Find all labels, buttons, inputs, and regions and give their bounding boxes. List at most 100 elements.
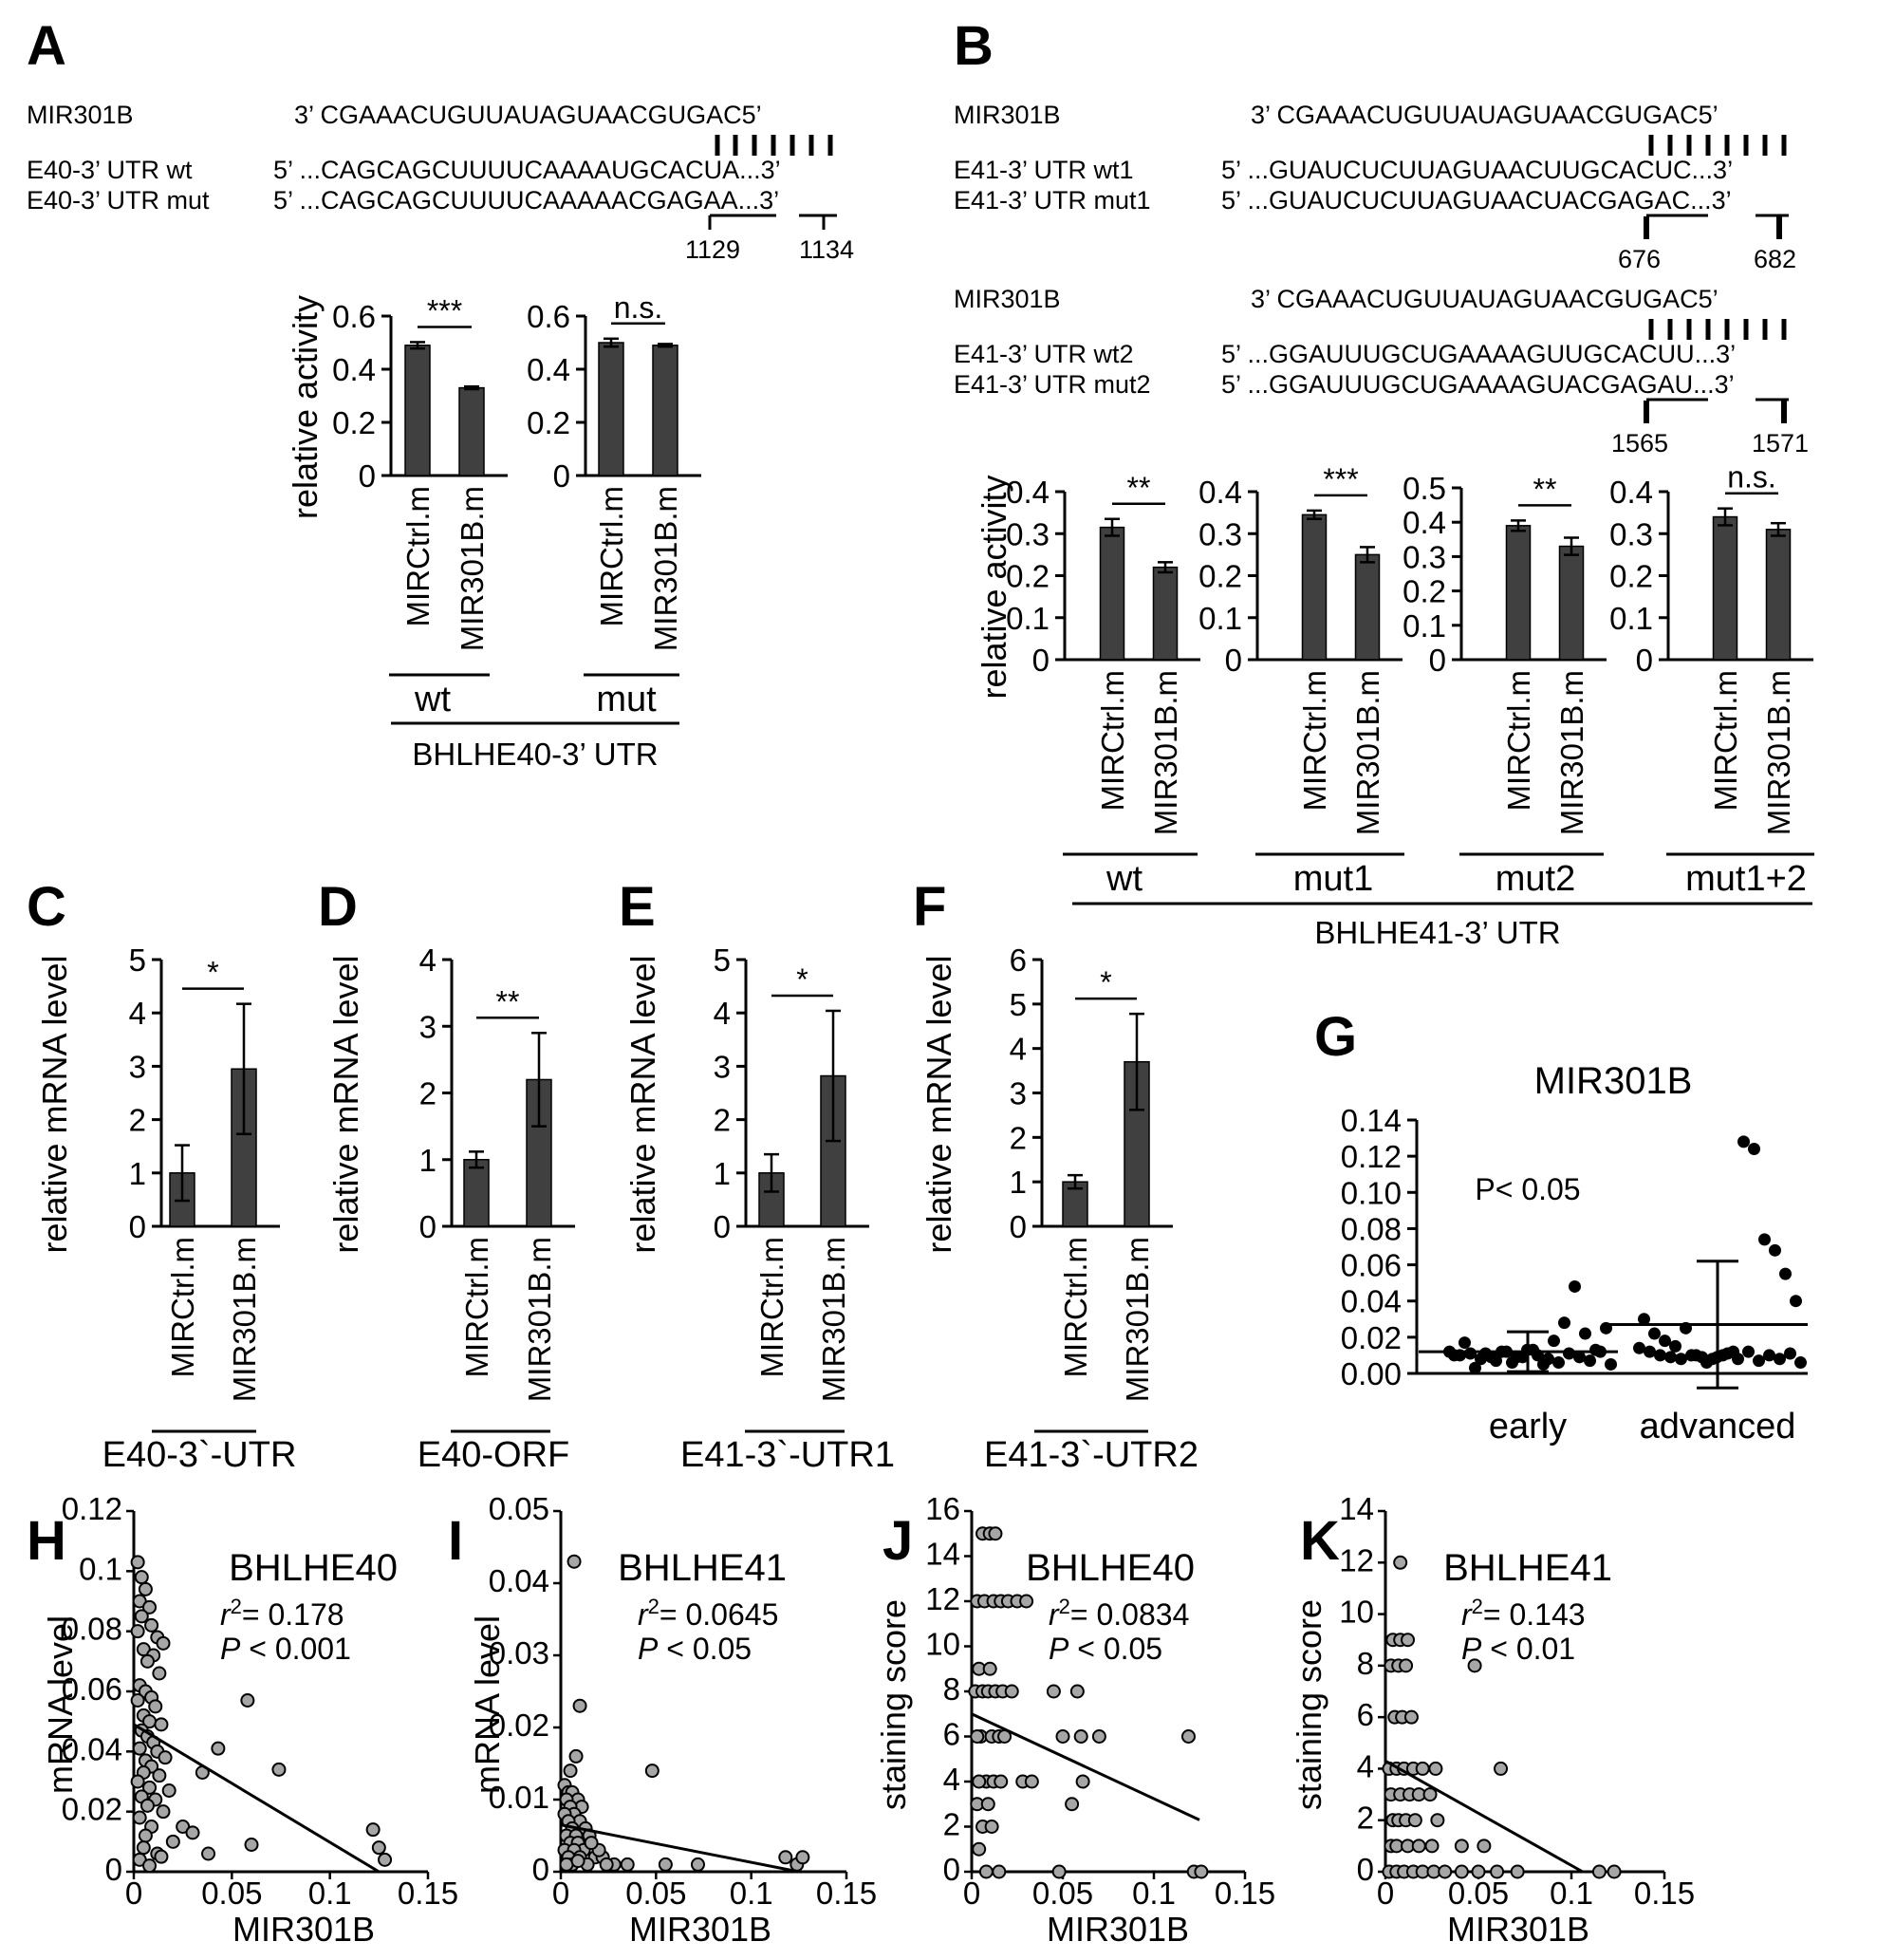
seq-a-mut-seq: 5’ ...CAGCAGCUUUUCAAAAACGAGAA...3’ bbox=[273, 186, 779, 215]
y-tick-label-b1: 0.4 bbox=[1006, 475, 1050, 510]
data-point-g-early bbox=[1569, 1279, 1581, 1293]
seq-b1-mut-seq: 5’ ...GUAUCUCUUAGUAACUACGAGAC...3’ bbox=[1221, 186, 1732, 215]
data-point-g-early bbox=[1458, 1336, 1471, 1350]
data-point-g-advanced bbox=[1790, 1295, 1802, 1308]
seq-b1-pairing-ticks bbox=[1648, 135, 1787, 156]
data-point-g-early bbox=[1511, 1351, 1523, 1364]
data-point-k bbox=[1510, 1864, 1525, 1879]
data-point-g-advanced bbox=[1737, 1135, 1750, 1148]
panel-label-a: A bbox=[27, 15, 66, 77]
data-point-i bbox=[644, 1764, 660, 1779]
y-tick-label-j: 14 bbox=[925, 1537, 960, 1572]
y-tick-label-b3: 0.5 bbox=[1403, 471, 1446, 506]
chart-title-g: MIR301B bbox=[1534, 1060, 1693, 1102]
y-tick-label-i: 0 bbox=[532, 1852, 549, 1887]
y-tick-label-g: 0.10 bbox=[1341, 1175, 1402, 1210]
x-axis-title-i: MIR301B bbox=[629, 1910, 771, 1949]
y-tick-label-b3: 0.2 bbox=[1403, 574, 1446, 609]
y-tick-label-j: 2 bbox=[943, 1807, 960, 1842]
y-tick-label-b4: 0 bbox=[1636, 643, 1653, 678]
data-point-h bbox=[156, 1804, 171, 1820]
y-tick-label-f: 6 bbox=[1010, 943, 1027, 978]
y-tick-label-f: 2 bbox=[1010, 1120, 1027, 1155]
y-tick-label-b2: 0.4 bbox=[1198, 475, 1242, 510]
y-tick-label-b3: 0.1 bbox=[1403, 608, 1446, 644]
data-point-i bbox=[658, 1857, 673, 1872]
x-tick-label-k: 0.05 bbox=[1448, 1876, 1509, 1911]
data-point-g-advanced bbox=[1664, 1351, 1677, 1364]
significance-label-b2: *** bbox=[1323, 462, 1358, 496]
y-tick-label-b2: 0.2 bbox=[1198, 559, 1242, 594]
data-point-k bbox=[1471, 1864, 1486, 1879]
y-tick-label-g: 0.04 bbox=[1341, 1284, 1402, 1319]
group-label-b2: mut1 bbox=[1293, 859, 1373, 899]
seq-b1-wt-seq: 5’ ...GUAUCUCUUAGUAACUUGCACUC...3’ bbox=[1221, 156, 1733, 184]
y-tick-label-k: 2 bbox=[1357, 1801, 1374, 1836]
data-point-j bbox=[972, 1774, 987, 1789]
data-point-k bbox=[1393, 1555, 1408, 1570]
data-point-k bbox=[1438, 1864, 1453, 1879]
category-label-b1-2: MIR301B.m bbox=[1148, 670, 1183, 835]
data-point-g-advanced bbox=[1742, 1345, 1755, 1358]
p-label-j: P < 0.05 bbox=[1049, 1632, 1162, 1666]
category-label-d-2: MIR301B.m bbox=[522, 1237, 557, 1402]
significance-label-f: * bbox=[1100, 965, 1111, 999]
data-point-h bbox=[138, 1828, 153, 1843]
y-axis-title-c: relative mRNA level bbox=[35, 955, 74, 1253]
data-point-k bbox=[1424, 1839, 1440, 1854]
data-point-k bbox=[1411, 1839, 1426, 1854]
data-point-g-early bbox=[1605, 1357, 1617, 1371]
y-tick-label-h: 0.1 bbox=[79, 1551, 122, 1586]
y-tick-label-k: 6 bbox=[1357, 1697, 1374, 1732]
data-point-i bbox=[690, 1857, 705, 1872]
y-tick-label-b4: 0.3 bbox=[1609, 516, 1653, 551]
data-point-g-advanced bbox=[1784, 1347, 1796, 1360]
seq-b2-wt-name: E41-3’ UTR wt2 bbox=[954, 340, 1134, 368]
data-point-g-early bbox=[1469, 1361, 1481, 1374]
group-label-d: E40-ORF bbox=[418, 1435, 569, 1475]
panel-label-j: J bbox=[882, 1510, 913, 1572]
x-tick-label-h: 0 bbox=[125, 1876, 142, 1911]
y-tick-label-b4: 0.1 bbox=[1609, 601, 1653, 636]
data-point-h bbox=[130, 1774, 145, 1789]
y-axis-title-d: relative mRNA level bbox=[326, 955, 365, 1253]
group-label-f: E41-3`-UTR2 bbox=[984, 1435, 1198, 1475]
data-point-g-advanced bbox=[1721, 1347, 1734, 1360]
y-tick-label-h: 0 bbox=[105, 1852, 122, 1887]
data-point-j bbox=[1019, 1594, 1034, 1609]
y-tick-label-e: 4 bbox=[714, 996, 731, 1031]
data-point-h bbox=[244, 1838, 259, 1852]
x-tick-label-h: 0.1 bbox=[308, 1876, 352, 1911]
bar-b4-1 bbox=[1712, 515, 1738, 661]
chart-title-i: BHLHE41 bbox=[618, 1547, 787, 1589]
panel-label-i: I bbox=[448, 1510, 463, 1572]
y-tick-label-b2: 0 bbox=[1225, 643, 1242, 678]
data-point-h bbox=[152, 1768, 167, 1783]
data-point-g-early bbox=[1552, 1356, 1565, 1370]
x-tick-label-i: 0.15 bbox=[816, 1876, 877, 1911]
y-tick-label-a1: 0.2 bbox=[332, 405, 376, 440]
data-point-h bbox=[132, 1810, 147, 1825]
data-point-h bbox=[158, 1750, 173, 1765]
x-tick-label-i: 0.1 bbox=[730, 1876, 773, 1911]
r2-label-i: r2= 0.0645 bbox=[638, 1595, 778, 1632]
y-tick-label-j: 16 bbox=[925, 1491, 960, 1526]
seq-b1-wt-name: E41-3’ UTR wt1 bbox=[954, 156, 1134, 184]
seq-a-pairing-ticks bbox=[715, 135, 833, 156]
seq-b2-pairing-ticks bbox=[1648, 319, 1787, 340]
y-axis-title-k: staining score bbox=[1290, 1599, 1328, 1810]
data-point-j bbox=[978, 1864, 994, 1879]
data-point-k bbox=[1399, 1658, 1414, 1673]
bar-b1-1 bbox=[1099, 526, 1125, 661]
y-tick-label-b4: 0.2 bbox=[1609, 559, 1653, 594]
panel-label-f: F bbox=[913, 876, 946, 938]
significance-label-e: * bbox=[796, 962, 808, 997]
y-tick-label-j: 12 bbox=[925, 1581, 960, 1616]
data-point-g-advanced bbox=[1758, 1233, 1771, 1246]
data-point-j bbox=[1073, 1729, 1088, 1744]
panel-label-h: H bbox=[27, 1510, 66, 1572]
data-point-h bbox=[152, 1666, 167, 1681]
category-label-c-2: MIR301B.m bbox=[227, 1237, 262, 1402]
seq-b1-mir-seq: 3’ CGAAACUGUUAUAGUAACGUGAC5’ bbox=[1251, 101, 1719, 129]
data-point-j bbox=[988, 1526, 1003, 1541]
